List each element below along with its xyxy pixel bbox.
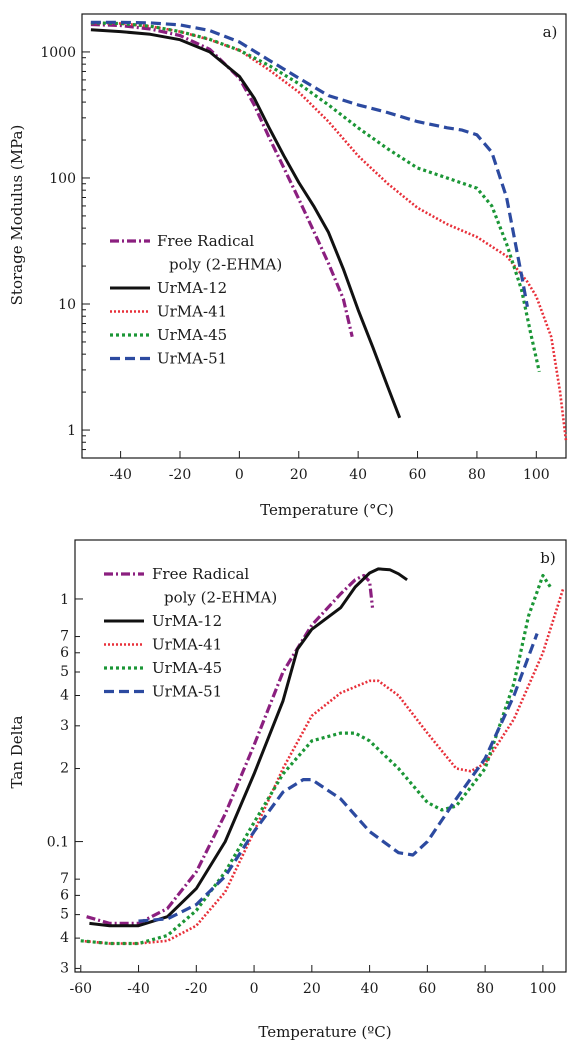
x-tick-label: -40 [127, 981, 150, 997]
series-line-urma-51 [138, 633, 539, 923]
series-line-urma-12 [90, 28, 402, 419]
x-tick-label: 60 [409, 467, 427, 483]
y-tick-label: 4 [60, 930, 69, 946]
chart-panel-a: Storage Modulus (MPa) Temperature (°C) -… [8, 13, 568, 519]
x-tick-label: -40 [109, 467, 132, 483]
legend-label-line2: poly (2-EHMA) [164, 589, 277, 607]
y-tick-label: 4 [60, 688, 69, 704]
y-tick-label: 5 [60, 907, 69, 923]
y-tick-label: 2 [60, 761, 69, 777]
legend-label: UrMA-12 [157, 279, 227, 297]
y-axis-title-a: Storage Modulus (MPa) [8, 125, 26, 306]
x-tick-label: 40 [349, 467, 367, 483]
series-line-urma-51 [90, 20, 529, 308]
legend-label: UrMA-45 [152, 659, 222, 677]
series-line-urma-41 [90, 21, 568, 442]
y-tick-label: 1000 [40, 45, 76, 61]
x-tick-label: 100 [530, 981, 557, 997]
y-tick-label: 7 [60, 871, 69, 887]
x-axis-title-b: Temperature (ºC) [258, 1023, 391, 1041]
x-tick-label: -20 [185, 981, 208, 997]
x-tick-label: 80 [468, 467, 486, 483]
x-tick-label: 100 [523, 467, 550, 483]
x-tick-label: 0 [235, 467, 244, 483]
x-tick-label: 40 [361, 981, 379, 997]
x-tick-label: -20 [169, 467, 192, 483]
legend-label: Free Radical [157, 232, 254, 250]
x-axis-title-a: Temperature (°C) [260, 501, 394, 519]
legend-label: UrMA-45 [157, 326, 227, 344]
x-tick-label: -60 [70, 981, 93, 997]
x-tick-label: 20 [290, 467, 308, 483]
x-tick-label: 20 [303, 981, 321, 997]
chart-panel-b: Tan Delta Temperature (ºC) -60 -40 -20 0 20 4… [8, 539, 567, 1041]
plot-frame [74, 539, 567, 973]
legend-label: UrMA-51 [152, 683, 222, 701]
x-tick-label: 60 [418, 981, 436, 997]
legend-label: Free Radical [152, 565, 249, 583]
series-line-urma-45 [80, 573, 553, 946]
series-line-urma-45 [90, 21, 541, 373]
y-tick-label: 3 [60, 718, 69, 734]
y-axis-title-b: Tan Delta [8, 716, 26, 789]
y-tick-label: 6 [60, 645, 69, 661]
y-tick-label: 10 [58, 297, 76, 313]
legend-label: UrMA-41 [152, 636, 222, 654]
legend-label: UrMA-12 [152, 612, 222, 630]
legend-label: UrMA-51 [157, 350, 227, 368]
y-tick-label: 1 [67, 423, 76, 439]
x-tick-label: 80 [476, 981, 494, 997]
legend-label: UrMA-41 [157, 303, 227, 321]
y-tick-label: 0.1 [47, 835, 69, 851]
panel-label: b) [540, 549, 555, 567]
y-tick-label: 7 [60, 629, 69, 645]
panel-label: a) [543, 23, 558, 41]
x-tick-label: 0 [250, 981, 259, 997]
legend-label-line2: poly (2-EHMA) [169, 256, 282, 274]
y-tick-label: 3 [60, 960, 69, 976]
plot-frame [81, 13, 567, 459]
series-line-free-radical-poly-2-ehma- [90, 22, 354, 338]
y-tick-label: 5 [60, 664, 69, 680]
y-tick-label: 6 [60, 887, 69, 903]
y-tick-label: 100 [49, 171, 76, 187]
series-line-urma-41 [80, 588, 565, 945]
y-tick-label: 1 [60, 592, 69, 608]
